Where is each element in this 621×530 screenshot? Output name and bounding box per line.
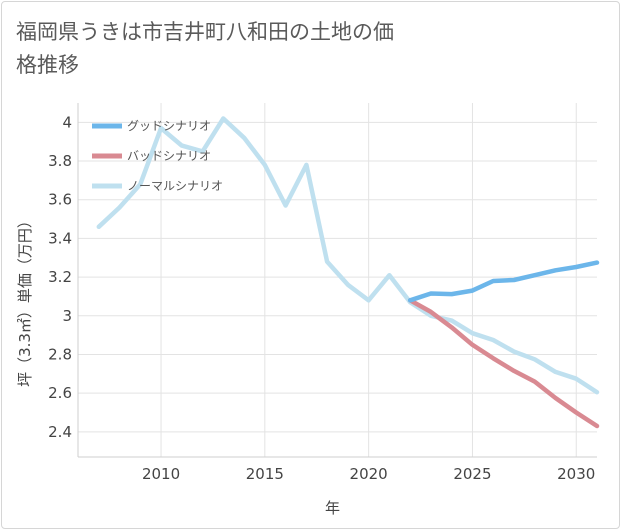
legend-label: バッドシナリオ (127, 149, 211, 163)
y-tick-label: 3.4 (48, 229, 72, 247)
y-tick-labels: 2.4 2.6 2.8 3 3.2 3.4 3.6 3.8 4 (48, 113, 72, 441)
y-tick-label: 2.4 (48, 423, 72, 441)
x-tick-label: 2030 (557, 465, 595, 483)
legend-label: グッドシナリオ (127, 119, 211, 133)
legend-label: ノーマルシナリオ (127, 179, 223, 193)
y-tick-label: 3.6 (48, 191, 72, 209)
series-line-0 (407, 260, 600, 303)
x-tick-labels: 2010 2015 2020 2025 2030 (142, 465, 595, 483)
y-tick-label: 2.8 (48, 345, 72, 363)
y-tick-label: 3.8 (48, 152, 72, 170)
series-line-2 (96, 116, 600, 395)
x-axis-label: 年 (325, 499, 340, 517)
series-lines (96, 116, 600, 429)
y-tick-label: 4 (62, 113, 72, 131)
x-tick-label: 2020 (350, 465, 388, 483)
y-tick-label: 3.2 (48, 268, 72, 286)
y-tick-label: 3 (62, 307, 72, 325)
series-line-1 (407, 298, 600, 429)
axes (77, 103, 597, 458)
grid (78, 103, 597, 457)
chart-title: 福岡県うきは市吉井町八和田の土地の価格推移 (16, 20, 394, 77)
y-tick-label: 2.6 (48, 384, 72, 402)
x-tick-label: 2010 (142, 465, 180, 483)
x-tick-label: 2025 (453, 465, 491, 483)
y-axis-label: 坪（3.3㎡）単価（万円） (16, 213, 34, 387)
x-tick-label: 2015 (246, 465, 284, 483)
